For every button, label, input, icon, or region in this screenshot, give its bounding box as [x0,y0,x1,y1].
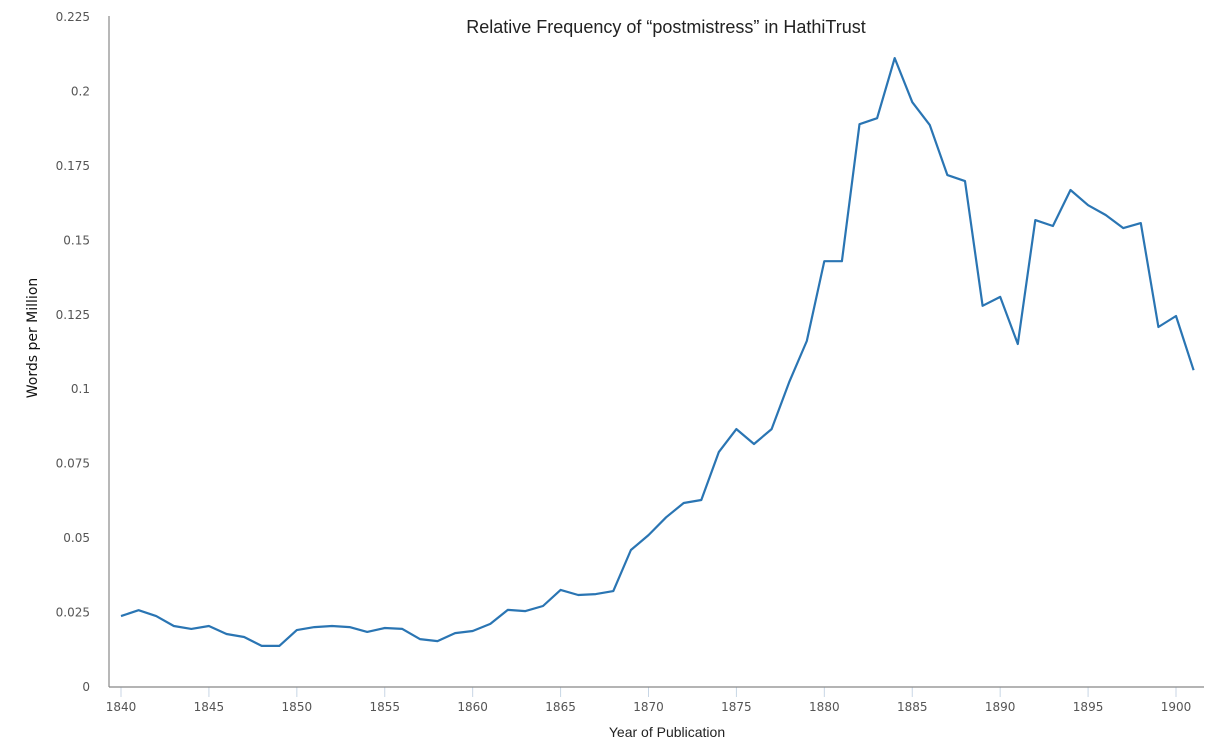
x-tick-label: 1850 [282,700,313,714]
x-tick-label: 1845 [194,700,225,714]
y-tick-label: 0.1 [71,382,90,396]
x-axis-title: Year of Publication [609,724,725,740]
y-tick-label: 0.2 [71,84,90,98]
x-tick-label: 1840 [106,700,137,714]
x-tick-label: 1900 [1161,700,1192,714]
x-tick-label: 1865 [545,700,576,714]
data-line-postmistress [120,56,1195,648]
x-tick-label: 1890 [985,700,1016,714]
y-tick-label: 0.15 [63,233,90,247]
x-tick-label: 1870 [633,700,664,714]
y-axis-title: Words per Million [25,278,41,399]
y-tick-label: 0 [82,680,90,694]
y-tick-label: 0.125 [56,308,90,322]
y-tick-label: 0.075 [56,457,90,471]
y-tick-label: 0.175 [56,159,90,173]
y-axis-tick-labels: 0 0.025 0.05 0.075 0.1 0.125 0.15 0.175 0.2 0.225 [56,10,90,694]
y-tick-label: 0.225 [56,10,90,24]
x-tick-label: 1885 [897,700,928,714]
x-axis-ticks: 1840 1845 1850 1855 1860 1865 1870 1875 1880 1885… [106,687,1192,714]
x-tick-label: 1880 [809,700,840,714]
x-tick-label: 1860 [457,700,488,714]
y-tick-label: 0.05 [63,531,90,545]
x-tick-label: 1875 [721,700,752,714]
chart-title: Relative Frequency of “postmistress” in … [466,17,865,37]
x-tick-label: 1855 [369,700,400,714]
x-tick-label: 1895 [1073,700,1104,714]
y-tick-label: 0.025 [56,606,90,620]
